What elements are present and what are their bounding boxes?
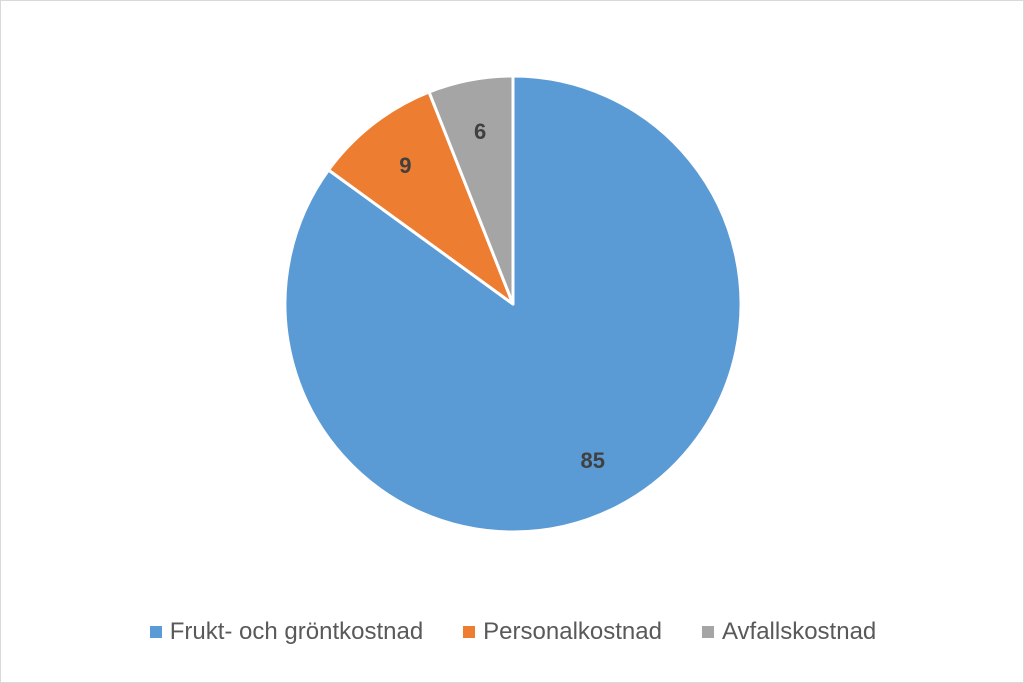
legend: Frukt- och gröntkostnad Personalkostnad … <box>1 618 1024 646</box>
legend-label: Frukt- och gröntkostnad <box>169 618 424 645</box>
legend-label: Personalkostnad <box>483 618 662 645</box>
slice-waste <box>427 74 515 306</box>
legend-item-fruit-veg: Frukt- och gröntkostnad <box>149 618 424 646</box>
legend-label: Avfallskostnad <box>721 618 877 645</box>
legend-swatch <box>701 626 714 638</box>
legend-item-personnel: Personalkostnad <box>463 618 662 646</box>
legend-swatch <box>463 626 476 638</box>
data-label-personnel: 9 <box>399 153 411 178</box>
pie-chart: 85 9 6 <box>283 74 743 534</box>
data-label-waste: 6 <box>474 119 486 144</box>
legend-item-waste: Avfallskostnad <box>701 618 877 646</box>
legend-swatch <box>149 626 162 638</box>
slice-personnel <box>327 90 515 306</box>
data-label-fruit-veg: 85 <box>580 448 604 473</box>
